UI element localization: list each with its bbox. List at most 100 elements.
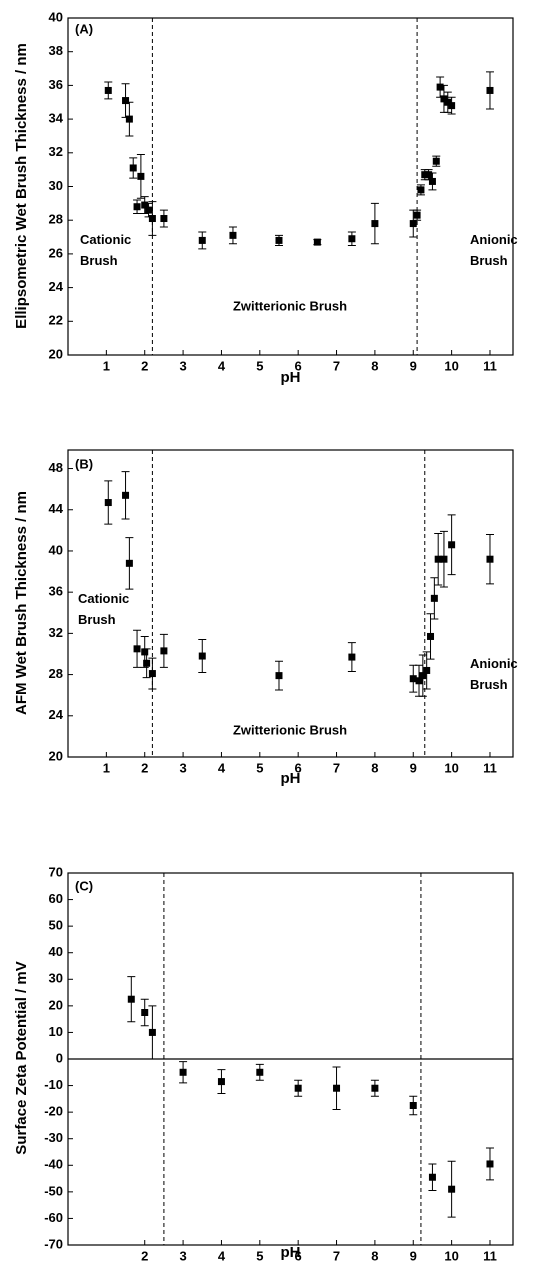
data-point — [129, 164, 137, 172]
x-tick-label: 5 — [256, 760, 263, 775]
data-point — [104, 499, 112, 507]
data-point — [421, 171, 429, 179]
x-tick-label: 6 — [295, 760, 302, 775]
y-tick-label: 28 — [49, 666, 63, 681]
x-tick-label: 10 — [444, 760, 458, 775]
annotation: Anionic Brush — [470, 232, 521, 268]
data-point — [486, 86, 494, 94]
y-tick-label: -60 — [44, 1210, 63, 1225]
data-point — [448, 102, 456, 110]
data-point — [415, 677, 423, 685]
data-point — [104, 86, 112, 94]
data-point — [440, 555, 448, 563]
annotation: (C) — [75, 878, 93, 893]
data-point — [229, 231, 237, 239]
y-tick-label: -50 — [44, 1183, 63, 1198]
annotation: (A) — [75, 21, 93, 36]
data-point — [198, 652, 206, 660]
data-point — [428, 1173, 436, 1181]
data-point — [145, 206, 153, 214]
data-point — [148, 1028, 156, 1036]
x-tick-label: 2 — [141, 1248, 148, 1261]
data-point — [409, 1102, 417, 1109]
data-point — [275, 236, 283, 244]
data-point — [430, 594, 438, 602]
plot-frame — [67, 449, 514, 758]
data-point — [486, 1160, 494, 1168]
data-point — [122, 97, 130, 105]
data-point — [444, 98, 452, 106]
y-tick-label: -30 — [44, 1130, 63, 1145]
x-tick-label: 9 — [410, 358, 417, 373]
y-tick-label: -20 — [44, 1104, 63, 1119]
y-tick-label: 24 — [49, 279, 64, 294]
annotation: Cationic Brush — [78, 591, 133, 627]
x-axis-title: pH — [281, 369, 301, 386]
data-point — [160, 647, 168, 655]
x-tick-label: 7 — [333, 760, 340, 775]
y-tick-label: 20 — [49, 997, 63, 1012]
x-tick-label: 9 — [410, 760, 417, 775]
x-tick-label: 3 — [179, 358, 186, 373]
data-point — [141, 1009, 149, 1016]
annotation: Anionic Brush — [470, 656, 521, 692]
data-point — [198, 236, 206, 244]
data-point — [348, 653, 356, 661]
data-point — [148, 215, 156, 223]
y-tick-label: 20 — [49, 748, 63, 763]
data-point — [348, 235, 356, 243]
data-point — [486, 555, 494, 563]
x-tick-label: 4 — [218, 358, 226, 373]
y-tick-label: 40 — [49, 944, 63, 959]
x-tick-label: 7 — [333, 1248, 340, 1261]
data-point — [440, 95, 448, 103]
y-tick-label: 34 — [49, 111, 64, 126]
y-tick-label: -70 — [44, 1236, 63, 1251]
x-tick-label: 2 — [141, 760, 148, 775]
data-point — [417, 186, 425, 194]
y-axis-title: Surface Zeta Potential / mV — [13, 961, 30, 1154]
data-point — [294, 1084, 302, 1092]
y-tick-label: 40 — [49, 542, 63, 557]
data-point — [413, 211, 421, 219]
y-tick-label: 60 — [49, 891, 63, 906]
x-tick-label: 3 — [179, 1248, 186, 1261]
data-point — [141, 648, 149, 656]
x-tick-label: 10 — [444, 358, 458, 373]
y-tick-label: 40 — [49, 9, 63, 24]
data-point — [137, 172, 145, 180]
data-point — [217, 1078, 225, 1086]
data-point — [423, 666, 431, 674]
x-tick-label: 11 — [483, 760, 497, 775]
x-axis-title: pH — [281, 1244, 301, 1261]
y-tick-label: 36 — [49, 77, 63, 92]
x-axis-title: pH — [281, 770, 301, 787]
x-tick-label: 7 — [333, 358, 340, 373]
data-point — [125, 115, 133, 123]
annotation: Cationic Brush — [80, 232, 135, 268]
data-point — [333, 1084, 341, 1092]
y-tick-label: 32 — [49, 625, 63, 640]
data-point — [133, 203, 141, 211]
x-tick-label: 11 — [483, 358, 497, 373]
data-point — [371, 1084, 379, 1092]
y-axis-title: AFM Wet Brush Thickness / nm — [13, 491, 30, 715]
data-point — [133, 645, 141, 653]
x-tick-label: 5 — [256, 358, 263, 373]
data-point — [141, 201, 149, 209]
y-tick-label: 24 — [49, 707, 64, 722]
x-tick-label: 5 — [256, 1248, 263, 1261]
data-point — [425, 171, 433, 179]
x-tick-label: 3 — [179, 760, 186, 775]
x-tick-label: 1 — [103, 760, 110, 775]
data-point — [434, 555, 442, 563]
y-tick-label: 30 — [49, 178, 63, 193]
y-tick-label: 70 — [49, 864, 63, 879]
x-tick-label: 6 — [295, 1248, 302, 1261]
x-tick-label: 11 — [483, 1248, 497, 1261]
data-point — [275, 672, 283, 680]
data-point — [179, 1068, 187, 1076]
x-tick-label: 8 — [371, 1248, 378, 1261]
y-tick-label: 50 — [49, 918, 63, 933]
